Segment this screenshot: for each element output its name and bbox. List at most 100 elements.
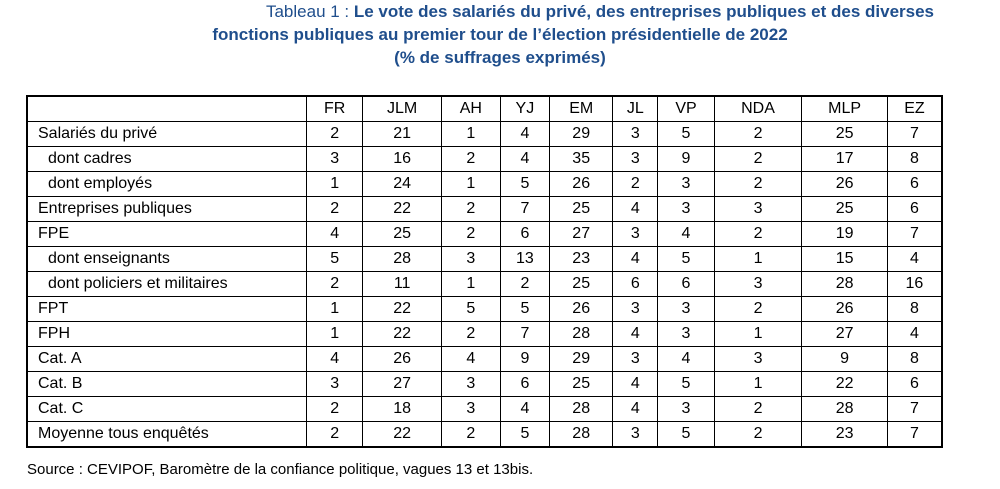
header-row: FR JLM AH YJ EM JL VP NDA MLP EZ bbox=[27, 96, 943, 122]
value-cell-yj: 6 bbox=[499, 221, 551, 247]
value-cell-ah: 4 bbox=[441, 346, 501, 372]
value-cell-ah: 2 bbox=[441, 221, 501, 247]
value-cell-fr: 3 bbox=[305, 371, 364, 397]
row-label: FPT bbox=[27, 296, 307, 322]
value-cell-em: 28 bbox=[549, 421, 614, 447]
table-row: Cat. A 4 26 4 9 29 3 4 3 9 8 bbox=[27, 346, 943, 372]
value-cell-fr: 2 bbox=[305, 421, 364, 447]
value-cell-ah: 3 bbox=[441, 396, 501, 422]
value-cell-vp: 5 bbox=[657, 121, 715, 147]
value-cell-vp: 3 bbox=[657, 321, 715, 347]
table-row: Moyenne tous enquêtés 2 22 2 5 28 3 5 2 23 7 bbox=[27, 421, 943, 447]
row-label: Cat. A bbox=[27, 346, 307, 372]
value-cell-yj: 9 bbox=[499, 346, 551, 372]
value-cell-mlp: 26 bbox=[801, 171, 888, 197]
value-cell-nda: 2 bbox=[713, 121, 803, 147]
value-cell-ah: 1 bbox=[441, 171, 501, 197]
column-header-vp: VP bbox=[657, 96, 715, 122]
value-cell-jl: 4 bbox=[612, 371, 659, 397]
table-row: dont cadres 3 16 2 4 35 3 9 2 17 8 bbox=[27, 146, 943, 172]
value-cell-fr: 3 bbox=[305, 146, 364, 172]
value-cell-ez: 8 bbox=[886, 346, 943, 372]
value-cell-fr: 2 bbox=[305, 271, 364, 297]
value-cell-jl: 3 bbox=[612, 221, 659, 247]
column-header-em: EM bbox=[549, 96, 614, 122]
value-cell-fr: 2 bbox=[305, 121, 364, 147]
value-cell-vp: 5 bbox=[657, 371, 715, 397]
value-cell-jlm: 22 bbox=[362, 296, 443, 322]
table-row: Cat. B 3 27 3 6 25 4 5 1 22 6 bbox=[27, 371, 943, 397]
value-cell-jl: 4 bbox=[612, 246, 659, 272]
vote-table: FR JLM AH YJ EM JL VP NDA MLP EZ Salariés du priv… bbox=[26, 95, 943, 448]
value-cell-ez: 7 bbox=[886, 221, 943, 247]
value-cell-vp: 3 bbox=[657, 196, 715, 222]
value-cell-jl: 3 bbox=[612, 296, 659, 322]
value-cell-yj: 2 bbox=[499, 271, 551, 297]
value-cell-yj: 6 bbox=[499, 371, 551, 397]
value-cell-fr: 1 bbox=[305, 321, 364, 347]
value-cell-ah: 2 bbox=[441, 421, 501, 447]
caption-line-1: Tableau 1 : Le vote des salariés du priv… bbox=[0, 0, 1000, 23]
value-cell-jlm: 25 bbox=[362, 221, 443, 247]
table-row: dont policiers et militaires 2 11 1 2 25 6 6 3 28… bbox=[27, 271, 943, 297]
table-row: FPE 4 25 2 6 27 3 4 2 19 7 bbox=[27, 221, 943, 247]
row-label: Cat. B bbox=[27, 371, 307, 397]
value-cell-ez: 8 bbox=[886, 296, 943, 322]
value-cell-ez: 6 bbox=[886, 171, 943, 197]
value-cell-em: 29 bbox=[549, 346, 614, 372]
value-cell-em: 23 bbox=[549, 246, 614, 272]
source-note: Source : CEVIPOF, Baromètre de la confia… bbox=[27, 461, 534, 478]
value-cell-nda: 2 bbox=[713, 296, 803, 322]
row-label: Entreprises publiques bbox=[27, 196, 307, 222]
row-label: dont enseignants bbox=[27, 246, 307, 272]
caption-title-part-2: fonctions publiques au premier tour de l… bbox=[212, 25, 788, 44]
value-cell-jlm: 16 bbox=[362, 146, 443, 172]
value-cell-mlp: 28 bbox=[801, 396, 888, 422]
table-row: FPT 1 22 5 5 26 3 3 2 26 8 bbox=[27, 296, 943, 322]
value-cell-ez: 4 bbox=[886, 246, 943, 272]
caption-title-part-1: Le vote des salariés du privé, des entre… bbox=[353, 2, 935, 21]
value-cell-jlm: 28 bbox=[362, 246, 443, 272]
column-header-nda: NDA bbox=[713, 96, 803, 122]
value-cell-ez: 8 bbox=[886, 146, 943, 172]
value-cell-vp: 9 bbox=[657, 146, 715, 172]
value-cell-vp: 3 bbox=[657, 171, 715, 197]
value-cell-nda: 3 bbox=[713, 346, 803, 372]
value-cell-ah: 2 bbox=[441, 321, 501, 347]
table-row: FPH 1 22 2 7 28 4 3 1 27 4 bbox=[27, 321, 943, 347]
value-cell-jlm: 24 bbox=[362, 171, 443, 197]
row-label: Cat. C bbox=[27, 396, 307, 422]
value-cell-mlp: 25 bbox=[801, 196, 888, 222]
value-cell-mlp: 26 bbox=[801, 296, 888, 322]
value-cell-jl: 4 bbox=[612, 396, 659, 422]
value-cell-mlp: 23 bbox=[801, 421, 888, 447]
value-cell-mlp: 22 bbox=[801, 371, 888, 397]
value-cell-fr: 4 bbox=[305, 221, 364, 247]
value-cell-vp: 3 bbox=[657, 396, 715, 422]
value-cell-fr: 2 bbox=[305, 396, 364, 422]
row-label: dont policiers et militaires bbox=[27, 271, 307, 297]
value-cell-nda: 2 bbox=[713, 171, 803, 197]
value-cell-ah: 3 bbox=[441, 371, 501, 397]
value-cell-em: 27 bbox=[549, 221, 614, 247]
value-cell-ah: 2 bbox=[441, 146, 501, 172]
value-cell-ez: 7 bbox=[886, 396, 943, 422]
value-cell-nda: 3 bbox=[713, 271, 803, 297]
value-cell-em: 26 bbox=[549, 296, 614, 322]
value-cell-mlp: 9 bbox=[801, 346, 888, 372]
table-row: dont employés 1 24 1 5 26 2 3 2 26 6 bbox=[27, 171, 943, 197]
value-cell-vp: 6 bbox=[657, 271, 715, 297]
value-cell-jl: 4 bbox=[612, 321, 659, 347]
value-cell-jlm: 18 bbox=[362, 396, 443, 422]
value-cell-ez: 6 bbox=[886, 371, 943, 397]
value-cell-mlp: 19 bbox=[801, 221, 888, 247]
value-cell-jl: 3 bbox=[612, 121, 659, 147]
value-cell-em: 25 bbox=[549, 371, 614, 397]
value-cell-vp: 3 bbox=[657, 296, 715, 322]
value-cell-em: 28 bbox=[549, 321, 614, 347]
value-cell-ah: 2 bbox=[441, 196, 501, 222]
value-cell-yj: 4 bbox=[499, 146, 551, 172]
value-cell-em: 28 bbox=[549, 396, 614, 422]
caption-subtitle: (% de suffrages exprimés) bbox=[394, 48, 606, 67]
value-cell-jl: 3 bbox=[612, 346, 659, 372]
